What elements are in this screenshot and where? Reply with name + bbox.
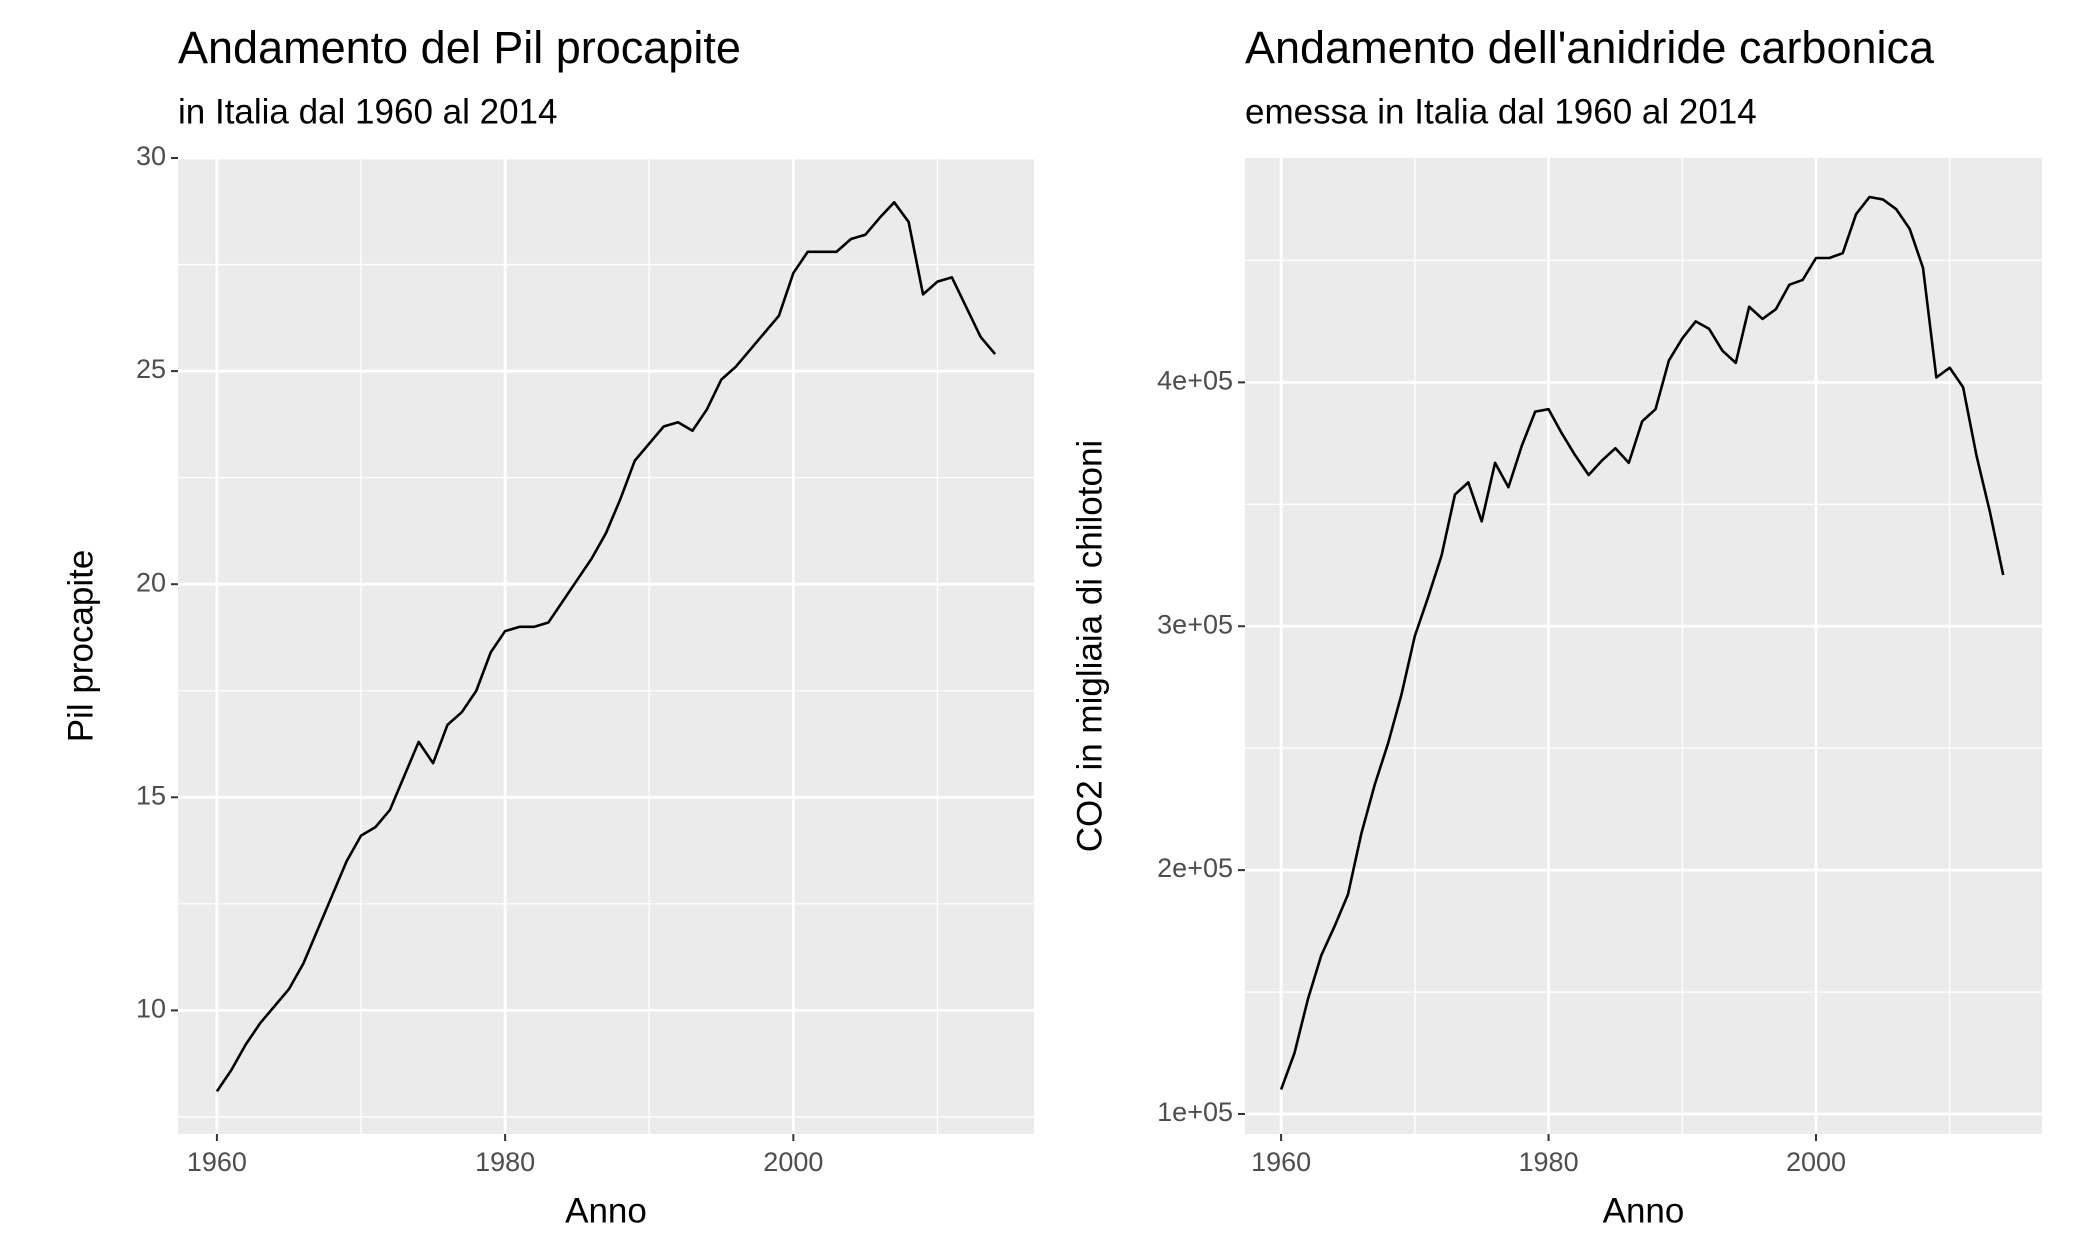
y-tick-label: 10 bbox=[136, 994, 166, 1024]
x-tick-label: 2000 bbox=[1786, 1147, 1846, 1177]
y-tick-label: 25 bbox=[136, 354, 166, 384]
chart-title: Andamento dell'anidride carbonica bbox=[1245, 22, 1935, 73]
x-axis-title: Anno bbox=[1603, 1191, 1685, 1230]
y-tick-label: 20 bbox=[136, 567, 166, 597]
y-axis-title: Pil procapite bbox=[61, 550, 100, 743]
x-tick-label: 2000 bbox=[763, 1147, 823, 1177]
x-axis-title: Anno bbox=[565, 1191, 647, 1230]
x-tick-label: 1960 bbox=[187, 1147, 247, 1177]
x-tick-label: 1980 bbox=[475, 1147, 535, 1177]
y-tick-label: 1e+05 bbox=[1157, 1097, 1233, 1127]
y-tick-label: 15 bbox=[136, 780, 166, 810]
x-tick-label: 1960 bbox=[1251, 1147, 1311, 1177]
y-axis-title: CO2 in migliaia di chilotoni bbox=[1070, 440, 1109, 852]
y-tick-label: 2e+05 bbox=[1157, 853, 1233, 883]
y-tick-label: 4e+05 bbox=[1157, 365, 1233, 395]
plot-panel bbox=[1245, 158, 2042, 1134]
y-tick-label: 30 bbox=[136, 141, 166, 171]
chart-subtitle: emessa in Italia dal 1960 al 2014 bbox=[1245, 92, 1757, 131]
data-line bbox=[1279, 195, 2005, 1091]
data-line bbox=[215, 201, 997, 1093]
plot-panel bbox=[178, 158, 1034, 1134]
y-tick-label: 3e+05 bbox=[1157, 609, 1233, 639]
chart-subtitle: in Italia dal 1960 al 2014 bbox=[178, 92, 557, 131]
chart-title: Andamento del Pil procapite bbox=[178, 22, 741, 73]
x-tick-label: 1980 bbox=[1519, 1147, 1579, 1177]
